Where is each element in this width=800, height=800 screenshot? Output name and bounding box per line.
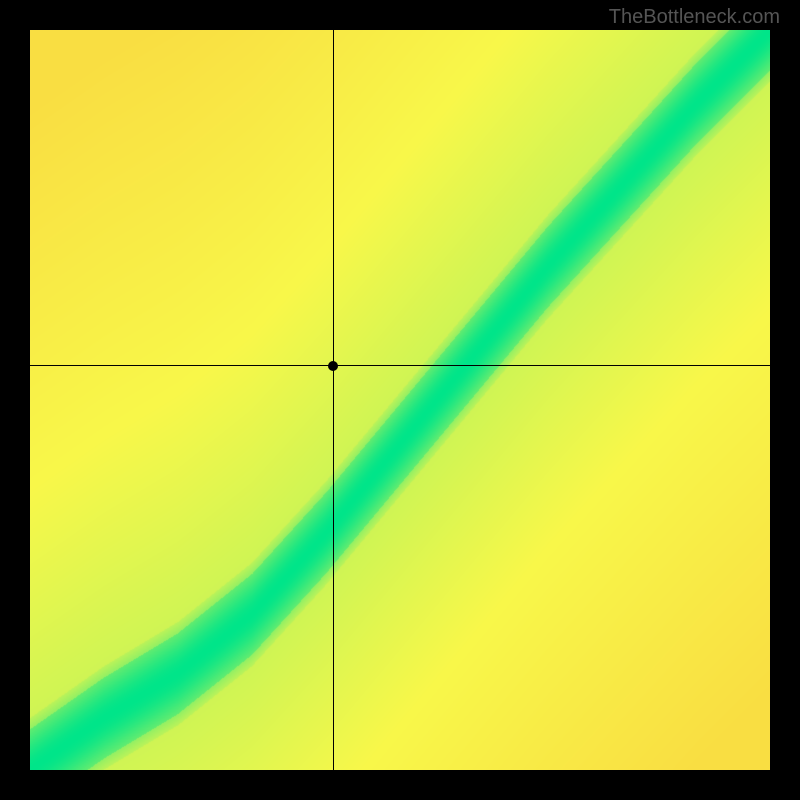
crosshair-marker [328,361,338,371]
chart-container: TheBottleneck.com [0,0,800,800]
heatmap-canvas [30,30,770,770]
crosshair-vertical [333,30,334,770]
plot-area [30,30,770,770]
attribution-text: TheBottleneck.com [609,6,780,29]
crosshair-horizontal [30,365,770,366]
